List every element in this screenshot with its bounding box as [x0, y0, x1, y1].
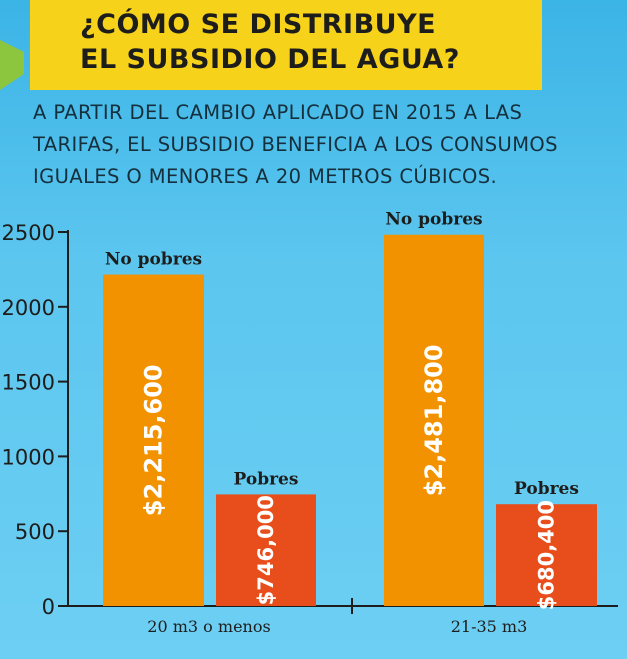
bar-value-label: $2,215,600 [140, 364, 168, 516]
bar-series-label: No pobres [385, 210, 482, 230]
bar-value-label: $680,400 [535, 500, 559, 610]
bar-value-label: $2,481,800 [420, 344, 448, 496]
subtitle-line-3: IGUALES O MENORES A 20 METROS CÚBICOS. [33, 165, 498, 188]
y-tick-label: 2000 [2, 296, 55, 320]
y-tick-label: 1000 [2, 445, 55, 469]
bar-series-label: Pobres [514, 479, 579, 499]
page-title-line-1: ¿CÓMO SE DISTRIBUYE [80, 9, 437, 40]
x-tick-label: 21-35 m3 [451, 617, 528, 636]
subtitle-line-2: TARIFAS, EL SUBSIDIO BENEFICIA A LOS CON… [33, 133, 558, 156]
x-tick-label: 20 m3 o menos [147, 617, 270, 636]
bar-value-label: $746,000 [254, 495, 278, 605]
y-tick-label: 500 [15, 520, 55, 544]
y-tick-label: 2500 [2, 221, 55, 245]
bar [496, 504, 597, 606]
bar [103, 274, 204, 606]
subtitle-line-1: A PARTIR DEL CAMBIO APLICADO EN 2015 A L… [33, 101, 523, 124]
decorative-stripe [0, 40, 24, 90]
bar [216, 494, 316, 606]
bar [384, 234, 484, 606]
title-banner [30, 0, 542, 90]
y-tick-label: 0 [42, 595, 55, 619]
page-title-line-2: EL SUBSIDIO DEL AGUA? [80, 44, 460, 75]
bar-series-label: No pobres [105, 250, 202, 270]
y-tick-label: 1500 [2, 371, 55, 395]
bar-series-label: Pobres [234, 469, 299, 489]
